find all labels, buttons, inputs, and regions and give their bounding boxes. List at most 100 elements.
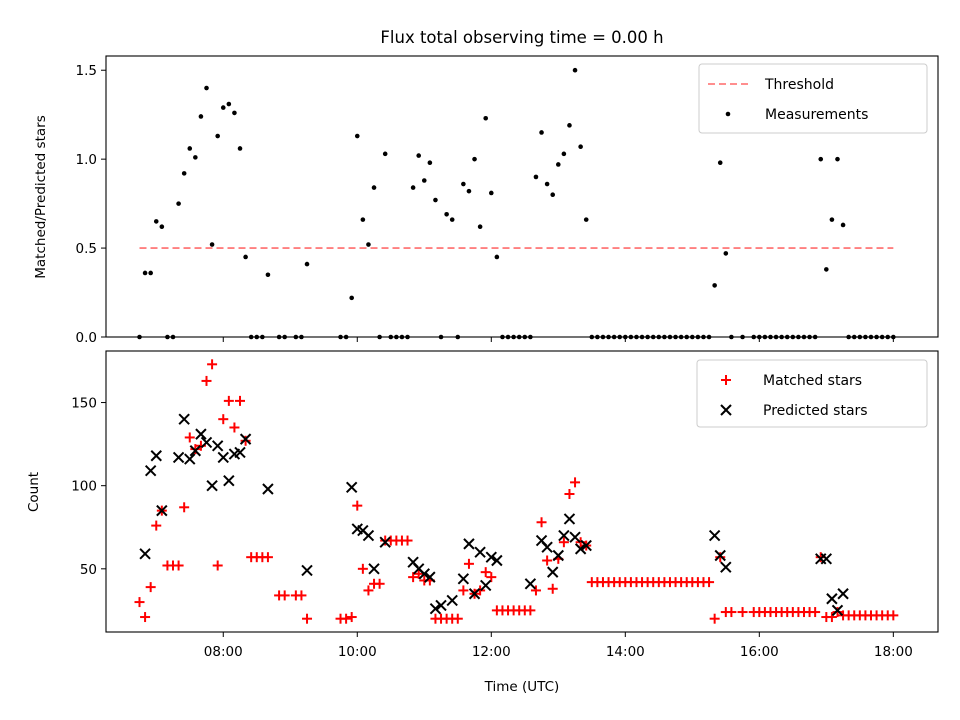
matched-point	[363, 585, 374, 596]
predicted-point	[563, 513, 576, 525]
ratio-legend: Threshold Measurements	[698, 63, 928, 134]
predicted-point	[574, 543, 587, 555]
ratio-point	[193, 155, 198, 160]
ratio-y-tick-label: 0.0	[76, 330, 97, 346]
count-y-tick-label: 50	[80, 562, 97, 578]
matched-point	[262, 552, 273, 563]
predicted-point	[362, 529, 375, 542]
ratio-point	[567, 123, 572, 128]
ratio-point	[304, 261, 310, 267]
matched-point	[570, 477, 581, 488]
predicted-point	[178, 413, 190, 425]
matched-point	[726, 607, 737, 618]
matched-point	[279, 590, 290, 601]
predicted-point	[200, 436, 213, 449]
ratio-point	[533, 174, 539, 180]
matched-point	[134, 597, 145, 608]
ratio-point	[550, 192, 556, 198]
x-tick-label: 10:00	[338, 644, 377, 660]
ratio-point	[416, 153, 421, 158]
ratio-y-tick-label: 0.5	[76, 241, 97, 257]
predicted-point	[418, 568, 430, 580]
ratio-point	[209, 242, 215, 247]
ratio-x-ticks	[222, 337, 894, 342]
ratio-y-axis: 0.0 0.5 1.0 1.5	[76, 63, 106, 346]
matched-point	[542, 555, 553, 566]
matched-point	[558, 537, 569, 548]
ratio-y-tick-label: 1.5	[76, 63, 97, 79]
ratio-point	[472, 156, 477, 162]
matched-point	[201, 375, 212, 386]
matched-point	[737, 607, 748, 618]
ratio-point	[824, 267, 829, 272]
ratio-point	[237, 146, 243, 151]
count-plot-frame	[105, 350, 939, 633]
predicted-point	[144, 465, 157, 477]
matched-point	[190, 444, 201, 455]
matched-point	[709, 613, 720, 624]
ratio-point	[204, 85, 209, 91]
predicted-point	[262, 483, 274, 495]
matched-point	[536, 517, 547, 528]
matched-point	[151, 520, 162, 531]
legend-measurements-label: Measurements	[765, 107, 868, 123]
predicted-point	[195, 428, 207, 440]
ratio-point	[477, 224, 483, 230]
matched-point	[458, 585, 469, 596]
ratio-point	[544, 181, 550, 187]
matched-point	[704, 577, 715, 588]
ratio-point	[232, 110, 237, 116]
legend-threshold-label: Threshold	[764, 77, 834, 93]
ratio-point	[382, 151, 388, 157]
ratio-point	[215, 133, 220, 139]
predicted-point	[831, 604, 844, 617]
matched-point	[530, 585, 541, 596]
matched-point	[480, 567, 491, 578]
matched-point	[402, 535, 413, 546]
predicted-point	[156, 504, 168, 517]
ratio-point	[835, 156, 840, 162]
ratio-point	[243, 254, 248, 260]
legend-predicted-label: Predicted stars	[763, 403, 868, 419]
legend-matched-label: Matched stars	[763, 373, 862, 389]
count-x-axis: 08:00 10:00 12:00 14:00 16:00 18:00	[204, 632, 913, 660]
ratio-point	[148, 270, 153, 276]
ratio-point	[539, 130, 544, 135]
matched-point	[223, 395, 234, 406]
ratio-point	[561, 151, 567, 157]
matched-point	[341, 613, 352, 624]
count-y-axis: 50 100 150	[71, 396, 106, 578]
matched-point	[296, 590, 307, 601]
matched-point	[173, 560, 184, 571]
matched-point	[352, 500, 363, 511]
matched-point	[240, 435, 251, 446]
predicted-point	[379, 536, 391, 548]
matched-point	[212, 560, 223, 571]
predicted-point	[345, 481, 358, 494]
x-tick-label: 14:00	[606, 644, 645, 660]
ratio-point	[153, 219, 159, 224]
matched-point	[547, 583, 558, 594]
matched-point	[140, 612, 151, 623]
ratio-point	[488, 190, 494, 196]
predicted-point	[580, 539, 592, 552]
ratio-point	[840, 222, 846, 228]
count-y-axis-label: Count	[26, 472, 42, 512]
predicted-point	[720, 561, 732, 573]
predicted-point	[524, 578, 537, 590]
predicted-point	[826, 593, 838, 605]
predicted-point	[457, 573, 470, 585]
predicted-point	[172, 451, 185, 464]
matched-point	[408, 572, 419, 583]
ratio-point	[265, 272, 271, 278]
matched-point	[184, 432, 195, 443]
predicted-point	[211, 440, 224, 452]
ratio-point	[818, 156, 824, 162]
predicted-point	[301, 564, 313, 577]
ratio-point	[366, 242, 371, 247]
predicted-point	[552, 549, 565, 562]
ratio-point	[159, 224, 165, 230]
predicted-point	[468, 588, 481, 600]
ratio-point	[421, 178, 427, 183]
